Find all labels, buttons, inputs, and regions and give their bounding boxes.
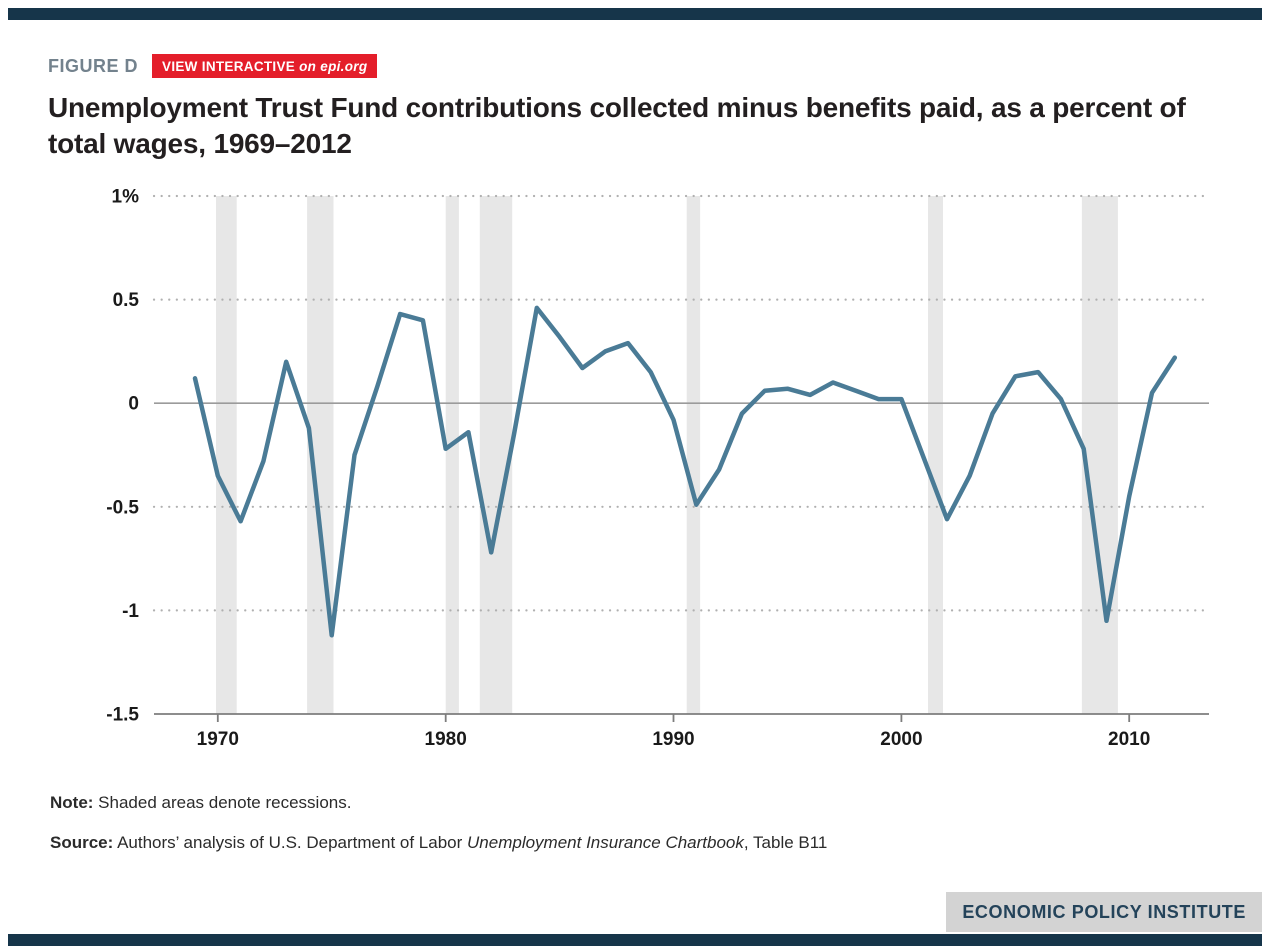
trust-fund-line-chart: 1% 0.5 0 -0.5 -1 -1.5 1970 1980 1990 2000 2010 [106, 186, 1211, 750]
chart-area: 1% 0.5 0 -0.5 -1 -1.5 1970 1980 1990 2000 2010 [74, 184, 1228, 759]
chart-title: Unemployment Trust Fund contributions co… [48, 92, 1186, 159]
content: FIGURE D VIEW INTERACTIVE on epi.org Une… [8, 8, 1262, 853]
y-axis-label: 0.5 [113, 290, 140, 311]
note-text: Shaded areas denote recessions. [93, 792, 352, 812]
x-axis-label: 1970 [197, 729, 239, 750]
figure-label: FIGURE D [48, 55, 139, 76]
y-axis-label: -1 [122, 601, 139, 622]
recession-band [686, 195, 701, 714]
view-interactive-button[interactable]: VIEW INTERACTIVE on epi.org [152, 54, 378, 78]
y-axis-label: 1% [112, 186, 140, 207]
x-axis-label: 1980 [425, 729, 467, 750]
x-axis-label: 2010 [1108, 729, 1150, 750]
note-line: Note: Shaded areas denote recessions. [50, 793, 1228, 813]
bottom-rule-bar [8, 934, 1262, 946]
source-publication: Unemployment Insurance Chartbook [467, 832, 744, 852]
source-label: Source: [50, 832, 114, 852]
recession-band [928, 195, 943, 714]
note-label: Note: [50, 792, 94, 812]
view-interactive-site: on epi.org [299, 59, 368, 74]
recession-band [479, 195, 513, 714]
view-interactive-label: VIEW INTERACTIVE [162, 59, 300, 74]
data-line [192, 305, 1178, 638]
recession-band [1081, 195, 1118, 714]
source-line: Source: Authors’ analysis of U.S. Depart… [50, 833, 1228, 853]
y-axis-label: -0.5 [106, 497, 139, 518]
epi-brand-badge: ECONOMIC POLICY INSTITUTE [946, 892, 1262, 932]
y-axis-label: -1.5 [106, 704, 139, 725]
recession-band [445, 195, 459, 714]
x-axis-label: 2000 [880, 729, 922, 750]
top-rule-bar [8, 8, 1262, 20]
y-axis-label: 0 [128, 393, 139, 414]
recession-band [216, 195, 237, 714]
figure-header: FIGURE D VIEW INTERACTIVE on epi.org [48, 54, 1228, 78]
x-axis-label: 1990 [652, 729, 694, 750]
source-text-suffix: , Table B11 [743, 832, 828, 852]
source-text-prefix: Authors’ analysis of U.S. Department of … [113, 832, 468, 852]
